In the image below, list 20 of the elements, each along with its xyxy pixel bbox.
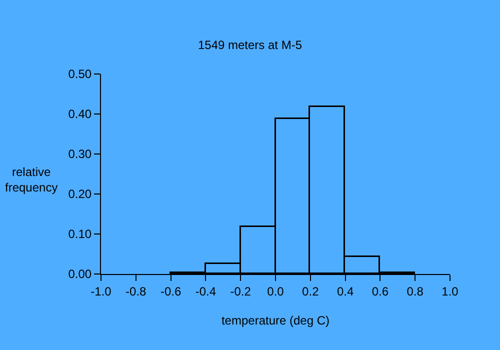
x-tick-label: 0.6 [372,284,389,298]
x-tick-label: 0.2 [302,284,320,298]
x-tick-label: 0.8 [406,284,424,298]
x-tick-label: -0.2 [230,284,252,298]
x-tick-label: 1.0 [442,284,459,298]
x-tick-label: -1.0 [90,284,112,298]
y-tick-label: 0.00 [68,267,92,282]
x-tick-label: -0.6 [160,284,182,298]
y-tick-label: 0.20 [68,187,92,202]
chart-title: 1549 meters at M-5 [198,38,302,52]
y-tick-label: 0.30 [68,147,92,162]
y-axis-title: relative frequency [5,165,58,195]
y-tick-label: 0.40 [68,107,92,122]
x-tick-label: -0.4 [195,284,216,298]
x-tick-label: -0.8 [126,284,147,298]
x-tick-label: 0.0 [267,284,284,298]
x-axis-title: temperature (deg C) [221,313,330,328]
y-tick-label: 0.10 [68,227,92,242]
y-tick-label: 0.50 [68,67,92,82]
x-tick-label: 0.4 [336,284,354,298]
